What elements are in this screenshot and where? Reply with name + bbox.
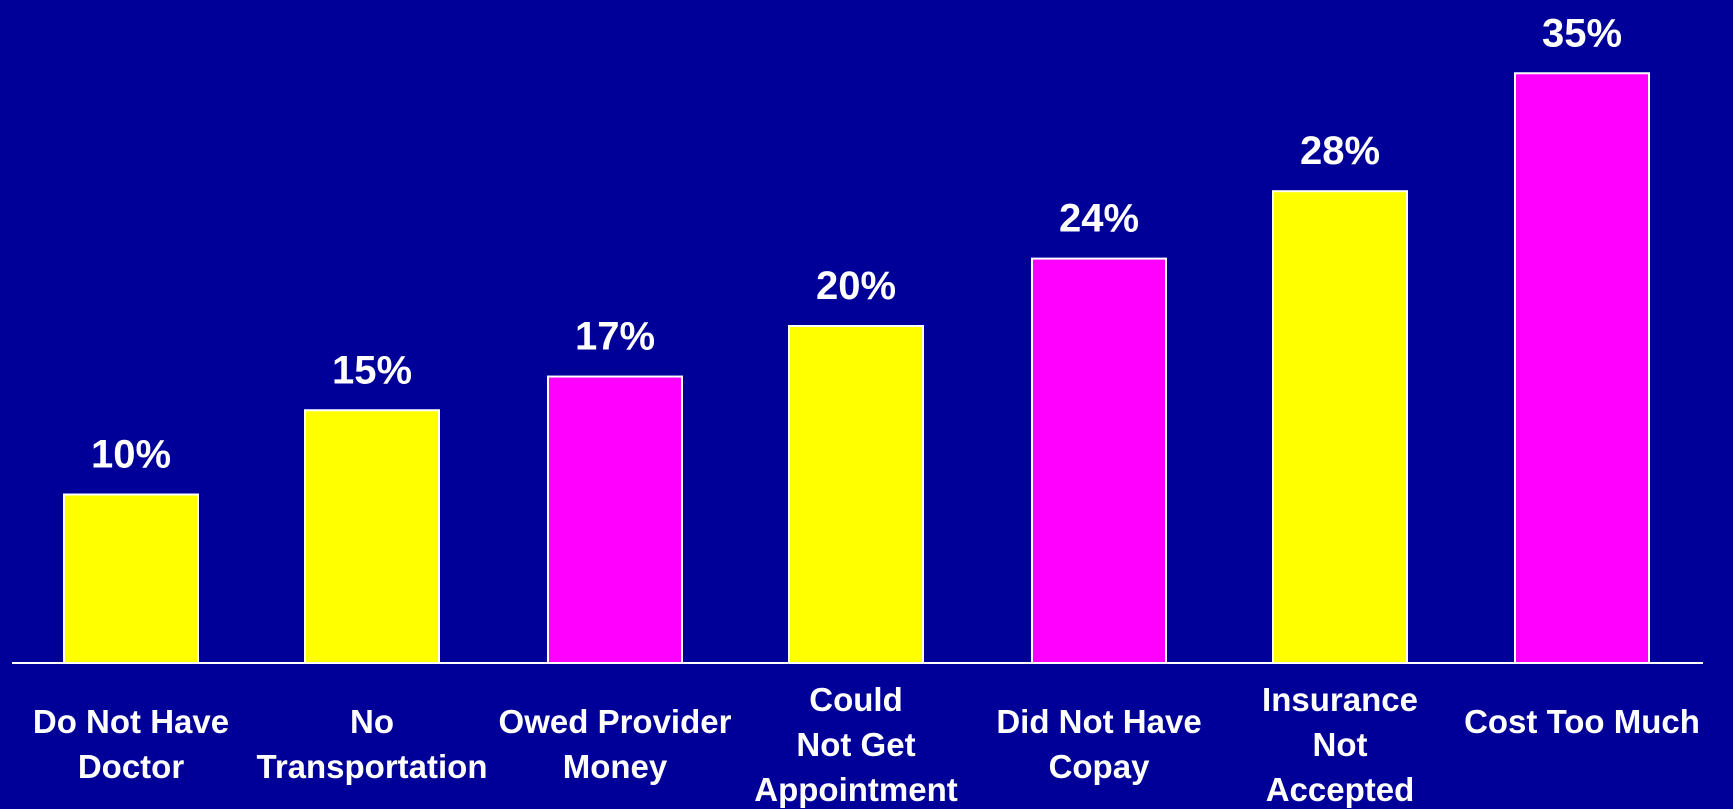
category-label-line: Copay — [1049, 748, 1151, 785]
category-label-line: Owed Provider — [499, 703, 732, 740]
category-label-6: Insurance Not Accepted — [1262, 681, 1418, 808]
category-label-line: Did Not Have — [996, 703, 1201, 740]
category-label-line: No — [350, 703, 394, 740]
category-label-1: Do Not Have Doctor — [33, 703, 229, 785]
value-label-2: 15% — [332, 348, 412, 392]
category-label-7: Cost Too Much — [1464, 703, 1700, 740]
category-label-4: Could Not Get Appointment — [754, 681, 957, 808]
category-label-line: Transportation — [256, 748, 487, 785]
bar-1 — [63, 493, 199, 664]
category-label-line: Money — [563, 748, 668, 785]
category-label-3: Owed Provider Money — [499, 703, 732, 785]
category-label-line: Do Not Have — [33, 703, 229, 740]
category-label-5: Did Not Have Copay — [996, 703, 1201, 785]
value-label-7: 35% — [1542, 11, 1622, 55]
bar-6 — [1272, 190, 1408, 664]
category-label-line: Not Get — [796, 726, 915, 763]
bar-5 — [1031, 257, 1167, 664]
value-labels-group: 10% 15% 17% 20% 24% 28% 35% — [91, 11, 1622, 476]
category-label-line: Could — [809, 681, 902, 718]
value-label-3: 17% — [575, 315, 655, 359]
category-labels-group: Do Not Have Doctor No Transportation Owed Pr… — [33, 681, 1700, 808]
value-label-6: 28% — [1300, 129, 1380, 173]
category-label-line: Appointment — [754, 771, 957, 808]
category-label-line: Cost Too Much — [1464, 703, 1700, 740]
bar-4 — [788, 325, 924, 664]
category-label-line: Insurance — [1262, 681, 1418, 718]
bar-2 — [304, 409, 440, 664]
value-label-5: 24% — [1059, 197, 1139, 241]
bars-group — [63, 72, 1650, 664]
category-label-2: No Transportation — [256, 703, 487, 785]
category-label-line: Accepted — [1266, 771, 1415, 808]
category-label-line: Doctor — [78, 748, 184, 785]
category-label-line: Not — [1313, 726, 1368, 763]
value-label-4: 20% — [816, 264, 896, 308]
value-label-1: 10% — [91, 433, 171, 477]
bar-3 — [547, 375, 683, 664]
bar-7 — [1514, 72, 1650, 664]
